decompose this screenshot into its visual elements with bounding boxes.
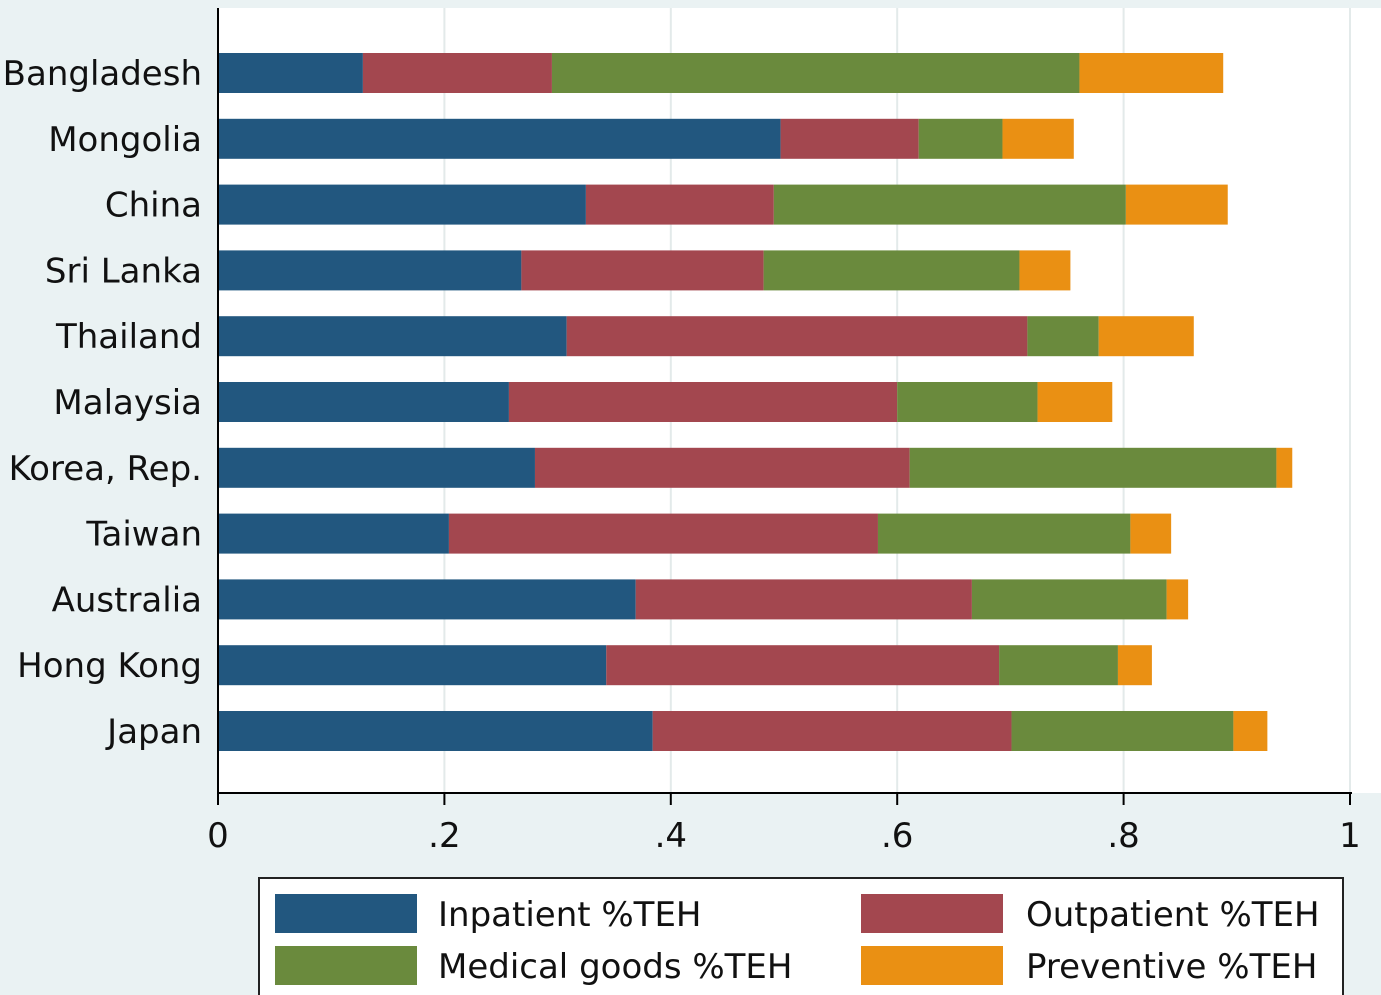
bar-preventive-teh-thailand bbox=[1098, 316, 1194, 357]
category-label: Bangladesh bbox=[3, 54, 202, 94]
category-labels: Bangladesh Mongolia China Sri Lanka Thailand… bbox=[3, 54, 202, 752]
legend-swatch-medical-goods-teh bbox=[275, 946, 417, 985]
bar-inpatient-teh-taiwan bbox=[218, 513, 449, 554]
bar-preventive-teh-china bbox=[1125, 184, 1228, 225]
bar-inpatient-teh-korea-rep bbox=[218, 447, 535, 488]
bar-inpatient-teh-hong-kong bbox=[218, 645, 607, 686]
legend-label: Preventive %TEH bbox=[1026, 947, 1317, 987]
bar-medical-goods-teh-malaysia bbox=[897, 382, 1038, 422]
bar-outpatient-teh-bangladesh bbox=[362, 53, 552, 93]
bar-preventive-teh-sri-lanka bbox=[1019, 250, 1071, 291]
category-label: Malaysia bbox=[53, 383, 202, 423]
bar-outpatient-teh-australia bbox=[635, 579, 972, 620]
bar-medical-goods-teh-taiwan bbox=[877, 513, 1131, 554]
bar-outpatient-teh-thailand bbox=[566, 316, 1028, 357]
x-tick-label: .6 bbox=[881, 816, 913, 856]
x-tick-label: 0 bbox=[207, 816, 229, 856]
x-tick-label: .8 bbox=[1107, 816, 1139, 856]
legend-label: Outpatient %TEH bbox=[1026, 895, 1320, 935]
legend-label: Medical goods %TEH bbox=[438, 947, 792, 987]
category-label: Australia bbox=[52, 580, 202, 620]
bar-preventive-teh-mongolia bbox=[1002, 118, 1074, 159]
bar-outpatient-teh-china bbox=[585, 184, 774, 225]
category-label: China bbox=[105, 186, 202, 226]
legend-swatch-inpatient-teh bbox=[275, 894, 417, 933]
category-label: Korea, Rep. bbox=[9, 449, 202, 489]
x-tick-label: 1 bbox=[1339, 816, 1361, 856]
bar-inpatient-teh-bangladesh bbox=[218, 53, 363, 93]
legend: Inpatient %TEH Outpatient %TEH Medical goo… bbox=[258, 877, 1344, 995]
bar-outpatient-teh-hong-kong bbox=[606, 645, 1000, 686]
bars bbox=[218, 53, 1293, 751]
bar-outpatient-teh-japan bbox=[652, 711, 1012, 751]
bar-outpatient-teh-malaysia bbox=[508, 382, 898, 422]
category-label: Sri Lanka bbox=[45, 251, 202, 291]
legend-label: Inpatient %TEH bbox=[438, 895, 702, 935]
bar-preventive-teh-japan bbox=[1233, 711, 1268, 751]
bar-inpatient-teh-mongolia bbox=[218, 118, 781, 159]
bar-medical-goods-teh-bangladesh bbox=[551, 53, 1080, 93]
bar-inpatient-teh-australia bbox=[218, 579, 636, 620]
category-label: Japan bbox=[105, 712, 202, 752]
category-label: Thailand bbox=[55, 317, 202, 357]
bar-inpatient-teh-thailand bbox=[218, 316, 567, 357]
bar-inpatient-teh-sri-lanka bbox=[218, 250, 522, 291]
category-label: Mongolia bbox=[48, 120, 202, 160]
bar-preventive-teh-hong-kong bbox=[1117, 645, 1152, 686]
bar-medical-goods-teh-sri-lanka bbox=[763, 250, 1020, 291]
category-label: Hong Kong bbox=[17, 646, 202, 686]
bar-medical-goods-teh-japan bbox=[1011, 711, 1234, 751]
bar-outpatient-teh-mongolia bbox=[780, 118, 919, 159]
bar-preventive-teh-malaysia bbox=[1037, 382, 1113, 422]
legend-swatch-preventive-teh bbox=[861, 946, 1003, 985]
bar-medical-goods-teh-mongolia bbox=[918, 118, 1003, 159]
bar-preventive-teh-australia bbox=[1166, 579, 1189, 620]
bar-outpatient-teh-sri-lanka bbox=[521, 250, 764, 291]
bar-medical-goods-teh-china bbox=[773, 184, 1126, 225]
x-tick-label: .2 bbox=[428, 816, 460, 856]
legend-box bbox=[258, 877, 1344, 995]
bar-inpatient-teh-japan bbox=[218, 711, 653, 751]
bar-medical-goods-teh-korea-rep bbox=[909, 447, 1277, 488]
bar-inpatient-teh-china bbox=[218, 184, 586, 225]
bar-preventive-teh-korea-rep bbox=[1276, 447, 1293, 488]
x-tick-label: .4 bbox=[655, 816, 687, 856]
x-axis: 0 .2 .4 .6 .8 1 bbox=[207, 8, 1361, 856]
legend-swatch-outpatient-teh bbox=[861, 894, 1003, 933]
bar-medical-goods-teh-hong-kong bbox=[999, 645, 1118, 686]
bar-outpatient-teh-korea-rep bbox=[534, 447, 910, 488]
bar-medical-goods-teh-australia bbox=[971, 579, 1167, 620]
category-label: Taiwan bbox=[85, 515, 202, 555]
bar-preventive-teh-bangladesh bbox=[1079, 53, 1224, 93]
bar-medical-goods-teh-thailand bbox=[1027, 316, 1099, 357]
bar-outpatient-teh-taiwan bbox=[448, 513, 878, 554]
bar-inpatient-teh-malaysia bbox=[218, 382, 509, 422]
bar-preventive-teh-taiwan bbox=[1130, 513, 1172, 554]
